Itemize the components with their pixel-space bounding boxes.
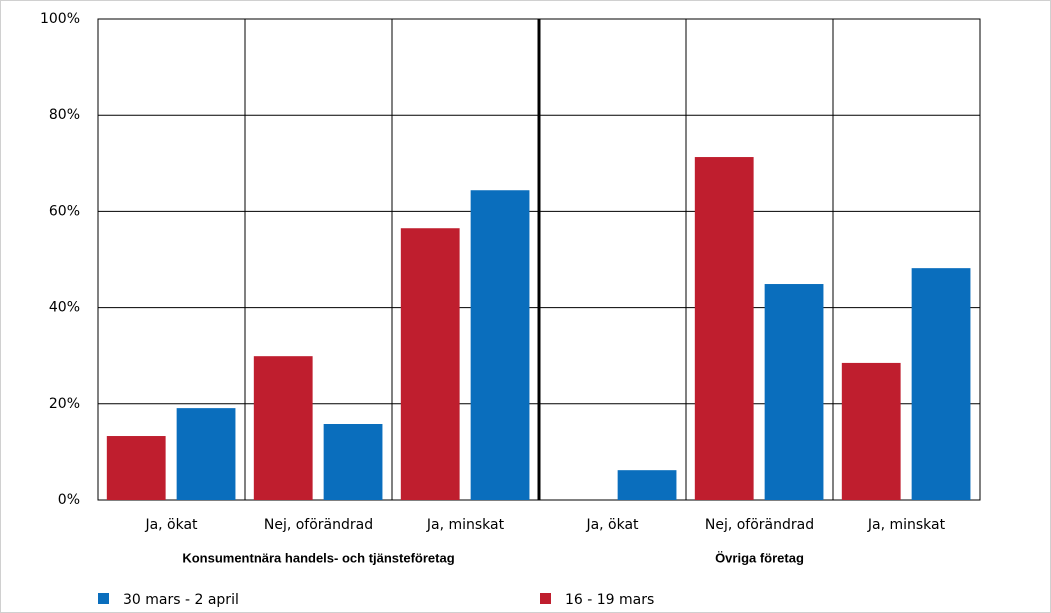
- group-label: Övriga företag: [715, 550, 804, 565]
- legend-label: 16 - 19 mars: [565, 592, 654, 608]
- y-tick-label: 100%: [40, 11, 80, 27]
- x-tick-label: Nej, oförändrad: [264, 517, 373, 533]
- bar: [106, 436, 166, 500]
- y-tick-label: 0%: [58, 492, 80, 508]
- legend-label: 30 mars - 2 april: [123, 592, 239, 608]
- x-tick-label: Ja, ökat: [585, 517, 639, 533]
- bar: [176, 408, 236, 500]
- bar: [323, 424, 383, 500]
- y-tick-label: 40%: [49, 300, 80, 316]
- x-tick-label: Ja, ökat: [144, 517, 198, 533]
- legend-swatch: [540, 593, 551, 604]
- y-tick-label: 80%: [49, 107, 80, 123]
- legend-swatch: [98, 593, 109, 604]
- y-tick-label: 60%: [49, 203, 80, 219]
- group-label: Konsumentnära handels- och tjänsteföreta…: [182, 550, 454, 565]
- bar: [253, 356, 313, 500]
- x-tick-label: Nej, oförändrad: [705, 517, 814, 533]
- bar: [617, 470, 677, 500]
- bar: [841, 362, 901, 500]
- x-tick-label: Ja, minskat: [426, 517, 505, 533]
- bar: [694, 157, 754, 500]
- x-tick-label: Ja, minskat: [867, 517, 946, 533]
- bar: [470, 190, 530, 500]
- bar: [911, 268, 971, 500]
- bar: [764, 284, 824, 500]
- bar: [400, 228, 460, 501]
- y-tick-label: 20%: [49, 396, 80, 412]
